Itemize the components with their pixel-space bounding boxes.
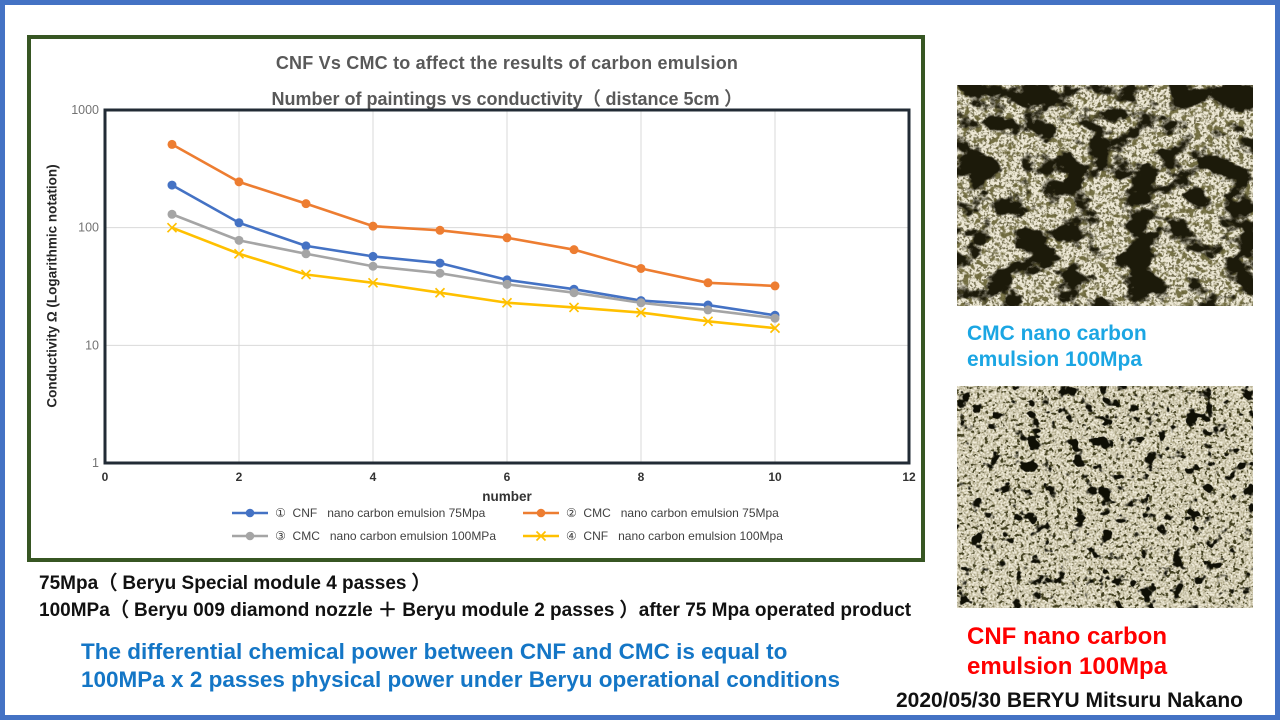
marker-dot [636,298,646,308]
cnf-caption-line-2: emulsion 100Mpa [967,652,1168,680]
legend-marker-icon [232,531,269,541]
series-line [171,143,776,288]
legend-marker-icon [232,508,269,518]
marker-x [769,323,781,334]
marker-dot [167,180,177,190]
marker-x [434,287,446,298]
legend-marker-icon [523,530,559,542]
chart-title: CNF Vs CMC to affect the results of carb… [275,53,739,73]
cnf-caption: CNF nano carbon emulsion 100Mpa [967,622,1167,682]
marker-x [702,316,714,327]
marker-dot [368,261,378,271]
marker-dot [234,235,244,245]
conductivity-chart: 1 10 100 1000 0 2 4 6 8 10 12 number [71,103,916,504]
marker-x [233,248,245,259]
marker-dot [569,288,579,298]
x-tick-label: 6 [504,470,511,484]
legend-marker-icon [523,508,559,518]
y-tick-label: 10 [85,338,99,352]
marker-dot [167,139,177,149]
credit-line: 2020/05/30 BERYU Mitsuru Nakano [895,689,1243,712]
marker-dot [234,218,244,228]
statement-line-2: 100MPa x 2 passes physical power under B… [81,667,840,692]
marker-dot [301,199,311,209]
x-tick-label: 0 [102,470,109,484]
chart-series-2 [167,139,780,291]
chart-legend: ① CNF nano carbon emulsion 75Mpa ② CMC na… [105,506,909,543]
note-75mpa: 75Mpa（ Beryu Special module 4 passes ） [39,573,431,594]
y-tick-label: 100 [78,221,99,235]
x-tick-label: 4 [370,470,377,484]
legend-label: ④ CNF nano carbon emulsion 100Mpa [566,529,783,543]
chart-series-4 [166,222,781,334]
marker-dot [502,279,512,289]
marker-dot [301,241,311,251]
legend-label: ② CMC nano carbon emulsion 75Mpa [566,506,779,520]
note-100mpa: 100MPa（ Beryu 009 diamond nozzle ＋ Beryu… [39,600,912,621]
chart-series-3 [167,209,780,323]
chart-subtitle: Number of paintings vs conductivity（ dis… [271,89,743,109]
marker-dot [368,221,378,231]
legend-label: ③ CMC nano carbon emulsion 100MPa [275,529,496,543]
marker-dot [770,281,780,291]
marker-x [367,277,379,288]
cmc-micrograph [957,85,1253,306]
marker-dot [703,278,713,288]
marker-dot [368,251,378,261]
series-line [171,213,776,320]
marker-dot [435,225,445,235]
marker-x [635,307,647,318]
legend-item-1: ① CNF nano carbon emulsion 75Mpa [231,506,496,520]
marker-dot [435,268,445,278]
marker-x [300,269,312,280]
x-tick-label: 8 [638,470,645,484]
statement-line-1: The differential chemical power between … [81,639,788,664]
marker-dot [167,209,177,219]
legend-item-3: ③ CMC nano carbon emulsion 100MPa [231,529,496,543]
cmc-caption-line-1: CMC nano carbon [967,322,1147,345]
marker-dot [569,245,579,255]
marker-dot [636,263,646,273]
marker-dot [435,258,445,268]
x-tick-label: 12 [902,470,916,484]
cnf-micrograph [957,386,1253,608]
series-line [171,183,776,317]
legend-label: ① CNF nano carbon emulsion 75Mpa [275,506,486,520]
y-tick-label: 1 [92,456,99,470]
cnf-caption-line-1: CNF nano carbon [967,623,1168,650]
series-line [171,226,776,330]
cmc-caption: CMC nano carbon emulsion 100Mpa [967,321,1147,373]
x-axis-title: number [482,489,532,504]
marker-x [501,297,513,308]
marker-dot [703,305,713,315]
legend-item-2: ② CMC nano carbon emulsion 75Mpa [522,506,783,520]
plot-frame [103,108,911,465]
x-tick-label: 10 [768,470,782,484]
marker-dot [770,313,780,323]
marker-x [166,222,178,233]
marker-x [568,302,580,313]
marker-dot [234,177,244,187]
legend-item-4: ④ CNF nano carbon emulsion 100Mpa [522,529,783,543]
y-tick-label: 1000 [71,103,99,117]
x-tick-label: 2 [236,470,243,484]
cmc-caption-line-2: emulsion 100Mpa [967,348,1143,372]
marker-dot [301,249,311,259]
marker-dot [502,233,512,243]
